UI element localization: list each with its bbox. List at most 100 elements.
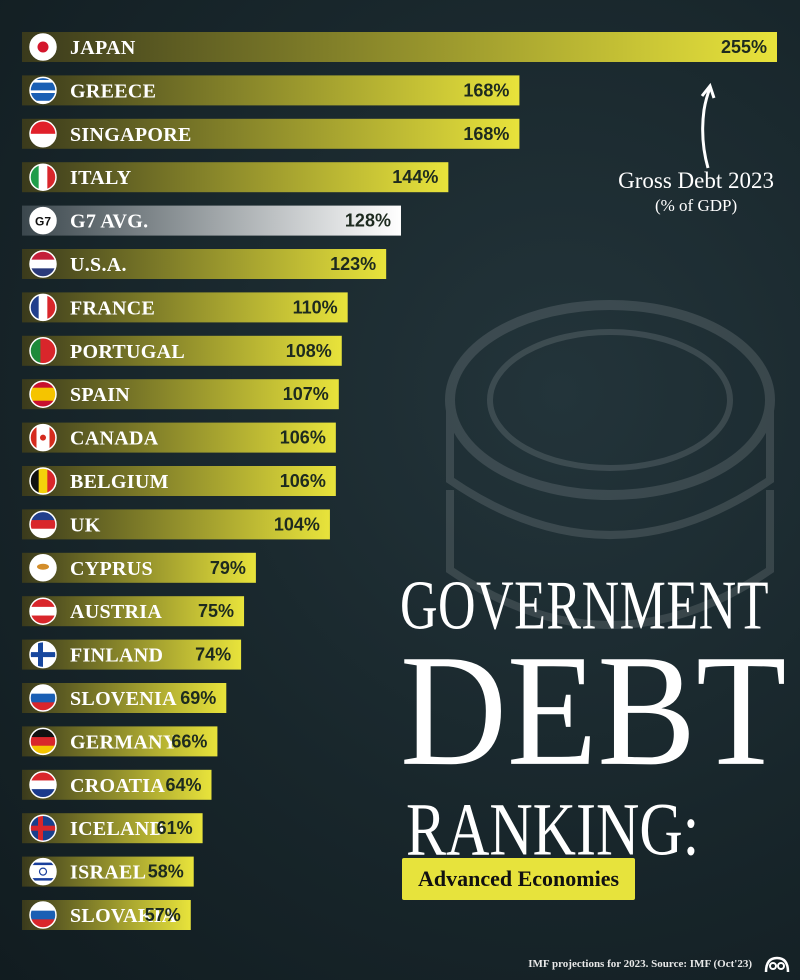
portugal-flag-icon bbox=[29, 337, 57, 365]
data-label: 61% bbox=[157, 818, 193, 838]
annotation-line2: (% of GDP) bbox=[654, 196, 738, 215]
bar bbox=[22, 118, 520, 149]
category-label: SLOVAKIA bbox=[70, 905, 177, 927]
category-label: GERMANY bbox=[70, 731, 178, 753]
title-line3: RANKING: bbox=[406, 788, 700, 871]
data-label: 66% bbox=[171, 731, 207, 751]
data-label: 64% bbox=[165, 775, 201, 795]
data-label: 69% bbox=[180, 688, 216, 708]
bar-row: AUSTRIA 75% bbox=[22, 596, 245, 627]
singapore-flag-icon bbox=[29, 120, 57, 148]
data-label: 128% bbox=[345, 211, 391, 231]
arrow-up-icon bbox=[700, 82, 716, 169]
data-label: 107% bbox=[283, 384, 329, 404]
austria-flag-icon bbox=[29, 597, 57, 625]
data-label: 75% bbox=[198, 601, 234, 621]
category-label: FINLAND bbox=[70, 645, 163, 667]
category-label: U.S.A. bbox=[70, 254, 127, 276]
data-label: 79% bbox=[210, 558, 246, 578]
slovakia-flag-icon bbox=[29, 901, 57, 929]
title-line2: DEBT bbox=[400, 622, 787, 800]
g7-icon: G7 bbox=[29, 206, 57, 235]
bar-row: ITALY 144% bbox=[22, 162, 449, 193]
category-label: ICELAND bbox=[70, 818, 164, 840]
source-note: IMF projections for 2023. Source: IMF (O… bbox=[528, 958, 752, 970]
slovenia-flag-icon bbox=[29, 684, 57, 712]
category-label: PORTUGAL bbox=[70, 341, 185, 363]
category-label: GREECE bbox=[70, 80, 156, 102]
category-label: ISRAEL bbox=[70, 862, 146, 884]
bar bbox=[22, 335, 342, 366]
data-label: 74% bbox=[195, 645, 231, 665]
data-label: 255% bbox=[721, 37, 767, 57]
bar-row: GREECE 168% bbox=[22, 75, 520, 106]
subtitle-badge: Advanced Economies bbox=[402, 858, 636, 900]
bar-row: PORTUGAL 108% bbox=[22, 335, 342, 366]
data-label: 106% bbox=[280, 471, 326, 491]
data-label: 57% bbox=[145, 905, 181, 925]
bar-row: CYPRUS 79% bbox=[22, 552, 256, 583]
title-line1: GOVERNMENT bbox=[400, 567, 769, 645]
category-label: CANADA bbox=[70, 428, 159, 450]
bar bbox=[22, 379, 339, 410]
france-flag-icon bbox=[29, 293, 57, 322]
bar bbox=[22, 639, 242, 670]
bar-row: JAPAN 255% bbox=[22, 32, 777, 62]
data-label: 106% bbox=[280, 428, 326, 448]
category-label: SPAIN bbox=[70, 384, 130, 406]
cyprus-flag-icon bbox=[29, 554, 57, 582]
category-label: AUSTRIA bbox=[70, 601, 162, 623]
bar-row: FRANCE 110% bbox=[22, 292, 348, 323]
bar-row: CANADA 106% bbox=[22, 422, 336, 453]
bar bbox=[22, 292, 348, 323]
category-label: FRANCE bbox=[70, 297, 155, 319]
bar bbox=[22, 466, 336, 496]
data-label: 104% bbox=[274, 514, 320, 534]
brand-logo-icon bbox=[764, 956, 790, 973]
bar bbox=[22, 552, 256, 583]
data-label: 110% bbox=[293, 297, 338, 317]
croatia-flag-icon bbox=[29, 771, 57, 799]
bar bbox=[22, 249, 387, 279]
coin-stack-illustration bbox=[445, 300, 775, 629]
bar-row: U.S.A. 123% bbox=[22, 249, 387, 279]
bar bbox=[22, 422, 336, 453]
italy-flag-icon bbox=[29, 163, 57, 191]
category-label: JAPAN bbox=[70, 37, 136, 59]
data-label: 168% bbox=[463, 124, 509, 144]
data-label: 108% bbox=[286, 341, 332, 361]
chart-title: GOVERNMENT DEBT RANKING: bbox=[400, 567, 787, 867]
category-label: CYPRUS bbox=[70, 558, 153, 580]
bar-row: SINGAPORE 168% bbox=[22, 118, 520, 149]
data-label: 144% bbox=[392, 167, 438, 187]
spain-flag-icon bbox=[29, 380, 57, 408]
svg-text:G7: G7 bbox=[35, 215, 51, 229]
category-label: G7 AVG. bbox=[70, 211, 148, 233]
bar-row: BELGIUM 106% bbox=[22, 466, 336, 496]
bar bbox=[22, 162, 449, 193]
category-label: CROATIA bbox=[70, 775, 165, 797]
category-label: ITALY bbox=[70, 167, 132, 189]
germany-flag-icon bbox=[29, 727, 57, 756]
bar-row: SPAIN 107% bbox=[22, 379, 339, 410]
data-label: 168% bbox=[463, 80, 509, 100]
category-label: UK bbox=[70, 514, 101, 536]
usa-flag-icon bbox=[29, 250, 57, 278]
bar-row: CROATIA 64% bbox=[22, 769, 212, 800]
belgium-flag-icon bbox=[29, 467, 57, 495]
greece-flag-icon bbox=[29, 76, 57, 105]
finland-flag-icon bbox=[29, 640, 57, 669]
bar-row: FINLAND 74% bbox=[22, 639, 242, 670]
israel-flag-icon bbox=[29, 857, 57, 886]
bar bbox=[22, 509, 330, 540]
bar-row: G7 G7 AVG. 128% bbox=[22, 205, 401, 236]
iceland-flag-icon bbox=[29, 814, 57, 842]
bar bbox=[22, 205, 401, 236]
bar bbox=[22, 75, 520, 106]
bar-row: ISRAEL 58% bbox=[22, 856, 194, 887]
bar-row: UK 104% bbox=[22, 509, 330, 540]
